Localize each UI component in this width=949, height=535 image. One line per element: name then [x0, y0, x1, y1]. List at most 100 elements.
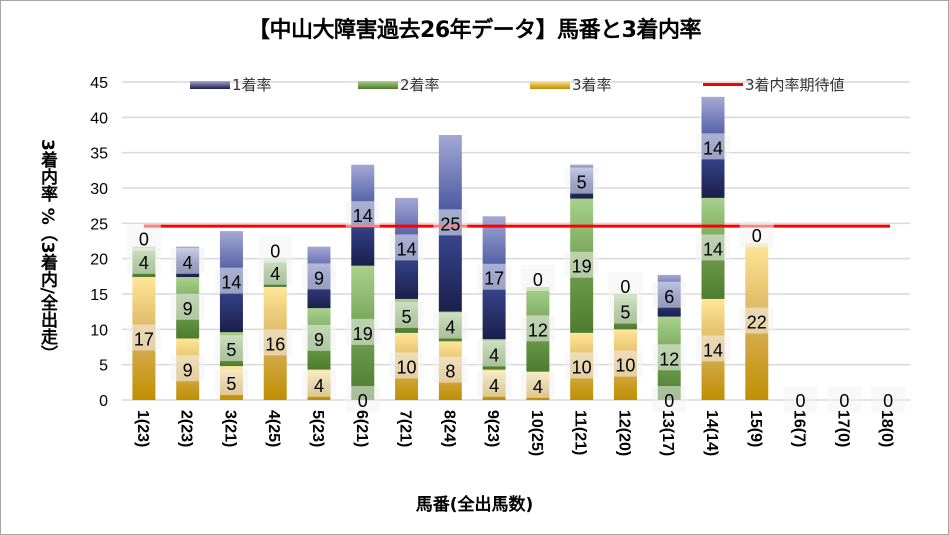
x-tick-label: 5(23) — [309, 410, 326, 447]
data-label-bg — [477, 340, 512, 367]
y-tick-label: 45 — [90, 75, 108, 92]
data-label: 9 — [183, 360, 193, 380]
y-axis-label: 3着内率 %（3着内/全出走） — [37, 138, 57, 362]
data-label-bg — [696, 133, 730, 160]
legend-line-expected — [703, 83, 743, 86]
data-label-bg — [258, 236, 293, 263]
data-label: 12 — [528, 320, 548, 340]
data-label-bg — [126, 224, 161, 251]
data-label-bg — [827, 386, 862, 412]
x-tick-label: 11(21) — [572, 410, 589, 455]
data-label: 14 — [397, 239, 417, 259]
y-tick-label: 5 — [99, 358, 108, 375]
data-label-bg — [258, 258, 293, 285]
data-label-bg — [302, 370, 336, 397]
data-label-bg — [608, 272, 643, 298]
data-label-bg — [696, 335, 730, 362]
y-tick-label: 40 — [90, 110, 108, 127]
data-label-bg — [520, 315, 555, 342]
data-label-bg — [170, 355, 205, 382]
data-label-bg — [783, 386, 818, 412]
data-label: 4 — [445, 318, 455, 338]
data-label-bg — [214, 369, 249, 396]
legend-label-3rd: 3着率 — [572, 76, 612, 94]
data-label-bg — [520, 264, 555, 291]
data-label: 9 — [314, 330, 324, 350]
data-label-bg — [433, 356, 468, 383]
data-label: 0 — [358, 391, 368, 411]
legend-swatch-2nd — [358, 80, 398, 89]
legend-label-2nd: 2着率 — [400, 76, 440, 94]
data-label-bg — [170, 247, 205, 274]
data-label-bg — [126, 247, 161, 274]
data-label: 14 — [221, 273, 241, 293]
data-label-bg — [258, 329, 293, 356]
data-label: 9 — [183, 299, 193, 319]
x-tick-label: 16(7) — [791, 410, 808, 447]
legend-label-expected: 3着内率期待値 — [745, 76, 845, 94]
data-label: 22 — [747, 313, 767, 333]
data-label-bg — [126, 324, 161, 351]
data-label: 4 — [489, 376, 499, 396]
data-label: 8 — [445, 362, 455, 382]
legend-swatch-3rd — [530, 80, 570, 89]
data-label-bg — [302, 324, 336, 351]
chart-title: 【中山大障害過去26年データ】馬番と3着内率 — [248, 18, 701, 43]
y-tick-label: 20 — [90, 252, 108, 269]
data-label: 10 — [572, 357, 592, 377]
data-label: 0 — [752, 226, 762, 246]
data-label: 6 — [664, 287, 674, 307]
data-label-bg — [477, 263, 512, 290]
x-tick-label: 10(25) — [528, 410, 545, 456]
legend-item-expected: 3着内率期待値 — [703, 74, 845, 95]
data-label: 0 — [139, 230, 149, 250]
data-label: 0 — [839, 391, 849, 411]
x-tick-label: 18(0) — [878, 410, 895, 447]
data-label-bg — [696, 234, 730, 261]
x-axis-label: 馬番(全出馬数) — [415, 495, 534, 515]
legend-item-3rd: 3着率 — [530, 74, 612, 95]
data-label: 5 — [577, 173, 587, 193]
x-tick-label: 14(14) — [703, 410, 720, 456]
data-label: 14 — [703, 138, 723, 158]
data-label-bg — [652, 344, 687, 371]
data-label-bg — [389, 352, 424, 379]
data-label: 0 — [796, 391, 806, 411]
data-label: 0 — [533, 270, 543, 290]
data-label-bg — [520, 371, 555, 398]
data-label: 19 — [572, 257, 592, 277]
data-label-bg — [564, 167, 599, 194]
data-label-bg — [345, 201, 380, 228]
legend-item-1st: 1着率 — [190, 74, 272, 95]
data-label: 9 — [314, 268, 324, 288]
x-tick-label: 1(23) — [134, 410, 151, 447]
data-label-bg — [871, 386, 906, 412]
data-label-bg — [345, 386, 380, 412]
data-label: 5 — [226, 340, 236, 360]
x-tick-label: 4(25) — [265, 410, 282, 447]
data-label: 14 — [703, 239, 723, 259]
data-label-bg — [389, 234, 424, 261]
data-label: 0 — [664, 391, 674, 411]
data-label-bg — [214, 267, 249, 294]
data-label: 4 — [489, 345, 499, 365]
data-label: 4 — [139, 253, 149, 273]
data-label: 17 — [134, 330, 154, 350]
x-tick-label: 17(0) — [834, 410, 851, 447]
data-label: 5 — [226, 374, 236, 394]
data-label-bg — [652, 281, 687, 308]
chart-legend: 1着率 2着率 3着率 3着内率期待値 — [0, 74, 949, 96]
y-tick-label: 15 — [90, 287, 108, 304]
data-label: 14 — [703, 340, 723, 360]
legend-label-1st: 1着率 — [232, 76, 272, 94]
data-label-bg — [564, 352, 599, 379]
data-label: 4 — [270, 264, 280, 284]
data-label: 14 — [353, 206, 373, 226]
data-label: 0 — [883, 391, 893, 411]
data-label-bg — [608, 350, 643, 377]
data-label: 5 — [402, 307, 412, 327]
data-label: 10 — [615, 356, 635, 376]
data-label: 16 — [265, 334, 285, 354]
y-tick-label: 10 — [90, 322, 108, 339]
